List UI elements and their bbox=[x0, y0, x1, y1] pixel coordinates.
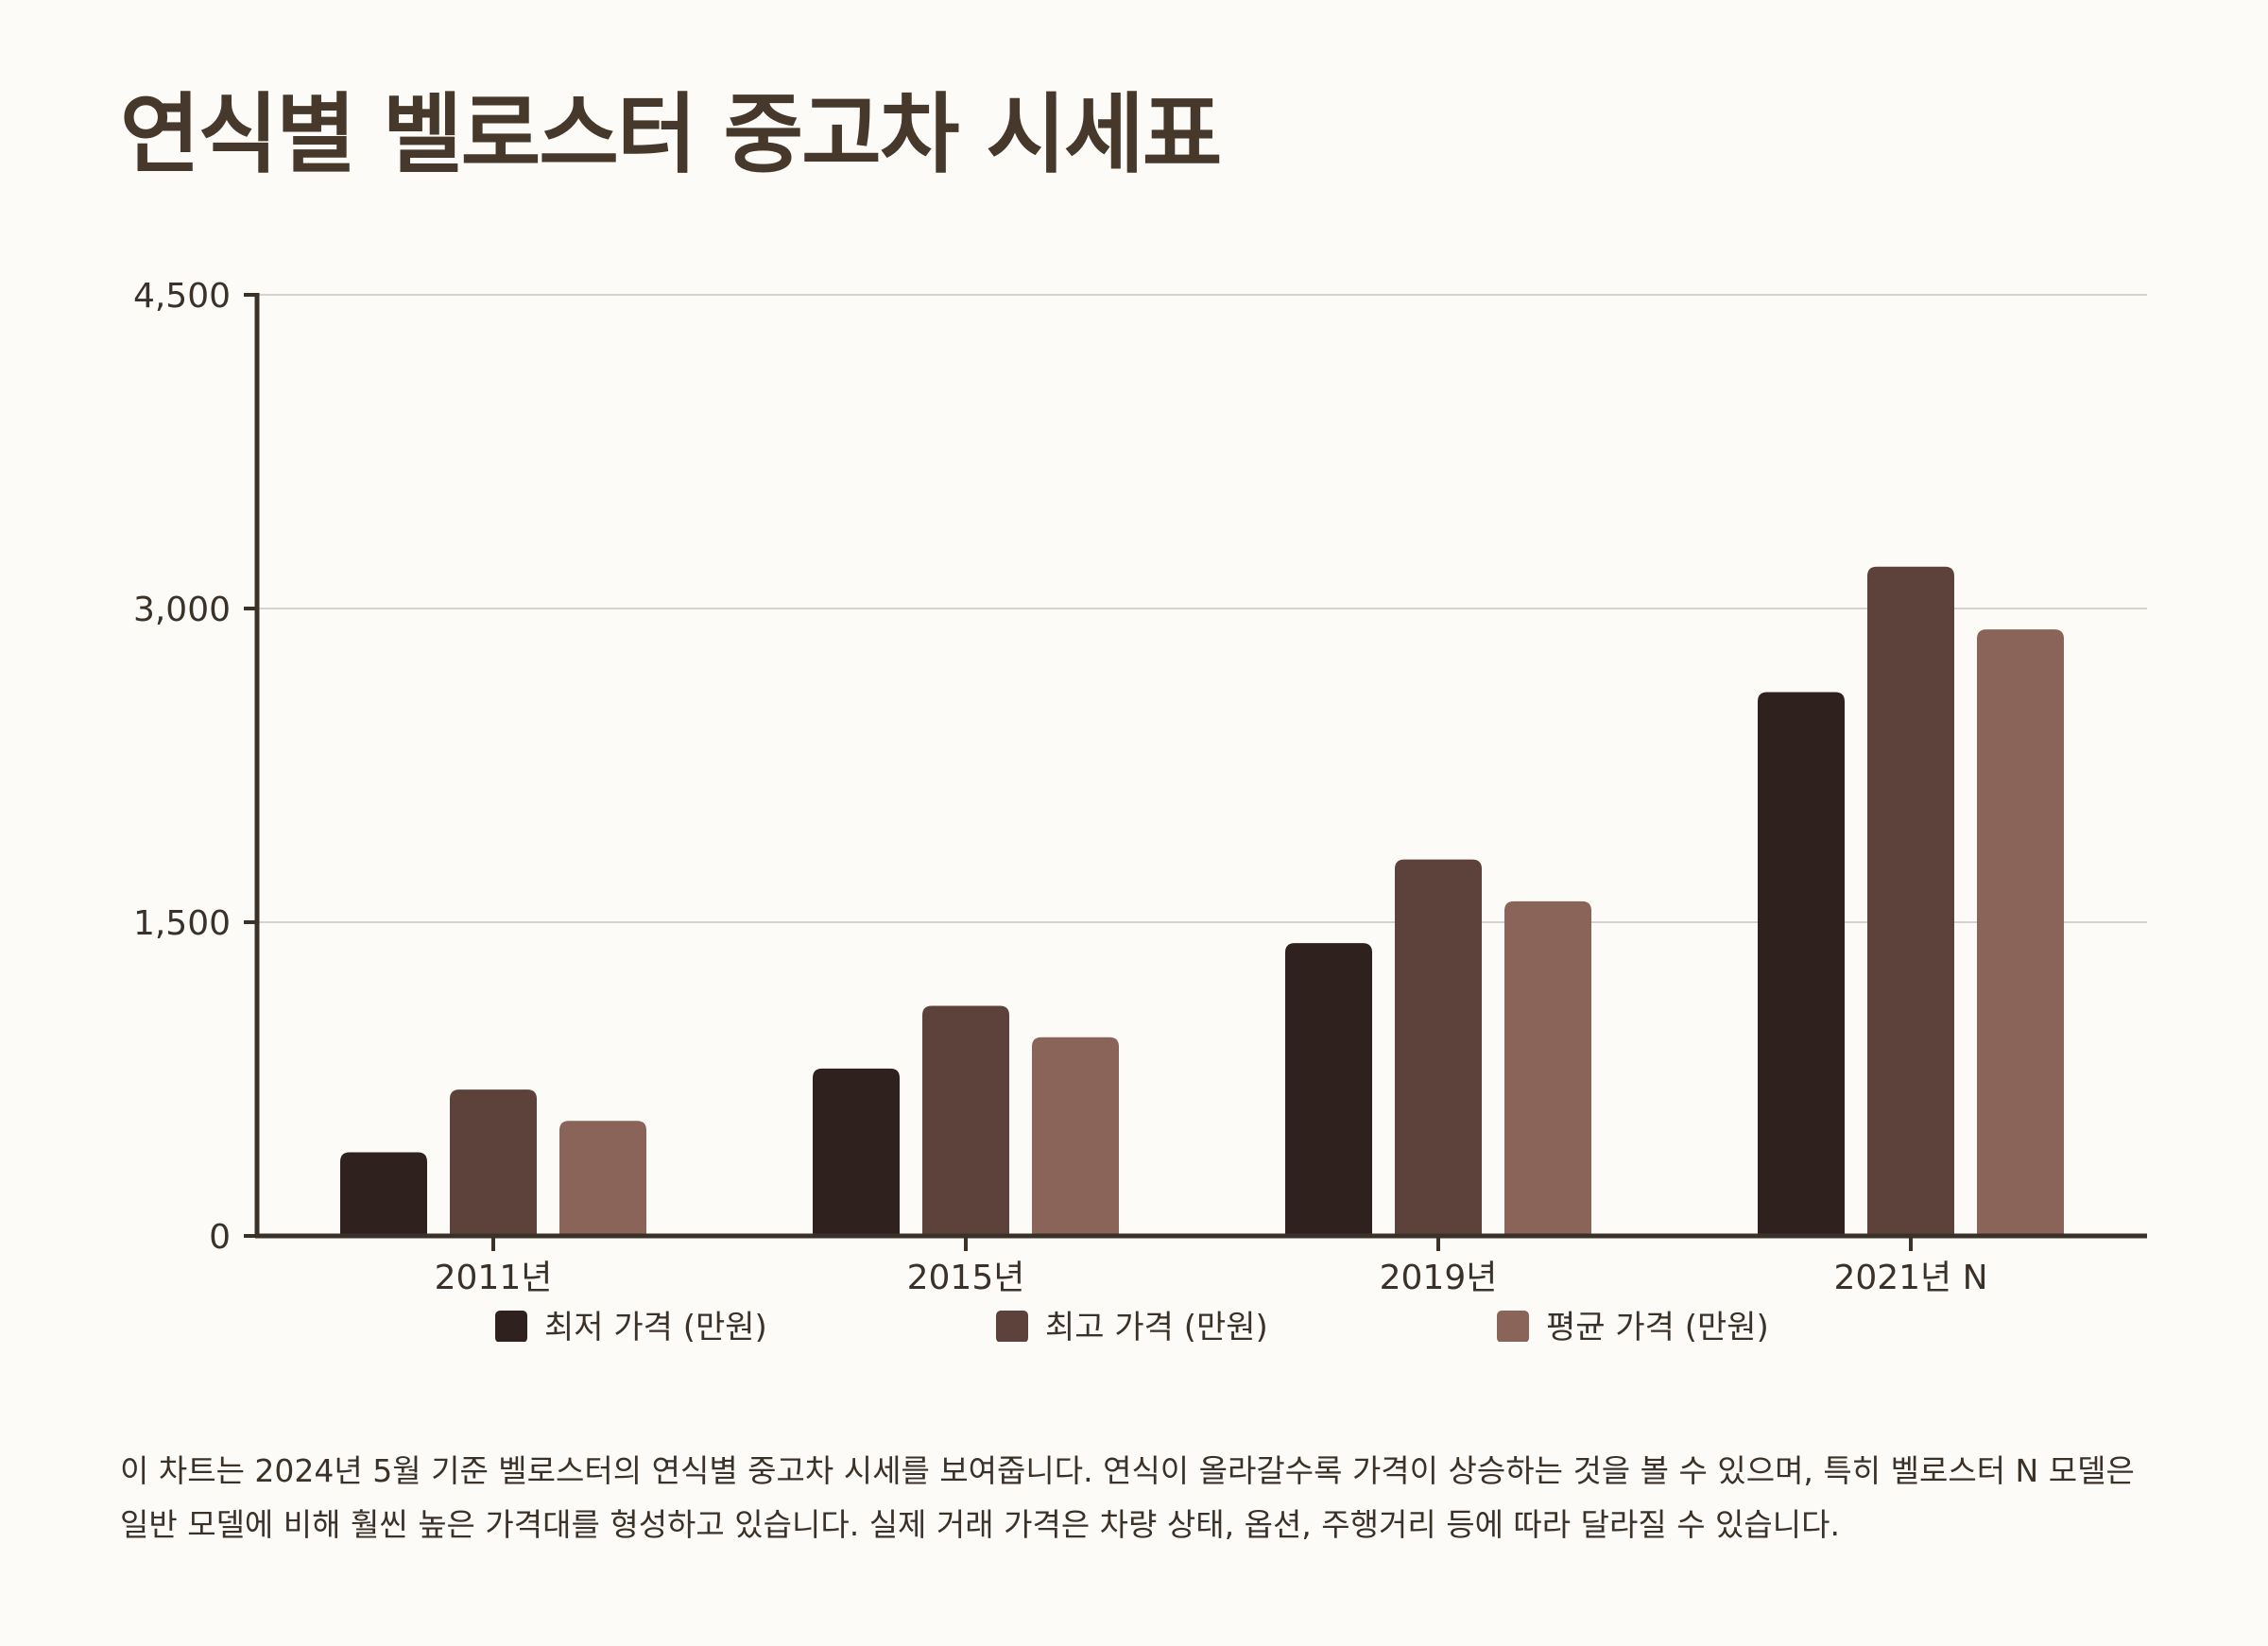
bar bbox=[922, 1005, 1009, 1236]
bar bbox=[1867, 566, 1954, 1236]
x-tick-label: 2019년 bbox=[1380, 1259, 1498, 1297]
legend-swatch bbox=[495, 1311, 527, 1342]
legend-swatch bbox=[1497, 1311, 1529, 1342]
y-tick-label: 4,500 bbox=[133, 277, 231, 316]
legend-label: 최고 가격 (만원) bbox=[1045, 1309, 1268, 1342]
y-tick-label: 3,000 bbox=[133, 591, 231, 629]
bar bbox=[450, 1089, 537, 1236]
grid-lines bbox=[257, 294, 2147, 923]
page-title: 연식별 벨로스터 중고차 시세표 bbox=[120, 84, 1222, 185]
legend-swatch bbox=[996, 1311, 1028, 1342]
y-tick-label: 1,500 bbox=[133, 904, 231, 943]
legend-label: 평균 가격 (만원) bbox=[1546, 1309, 1769, 1342]
bar-chart: 0 1,500 3,000 4,500 2011년 2015년 2019년 2021년 N 최… bbox=[133, 277, 2147, 1342]
x-tick-label: 2021년 N bbox=[1833, 1259, 1987, 1297]
bar bbox=[1032, 1037, 1119, 1236]
bar bbox=[1285, 943, 1372, 1236]
bar bbox=[813, 1068, 900, 1236]
bar bbox=[1504, 900, 1591, 1236]
bar bbox=[1758, 692, 1845, 1236]
bar bbox=[1395, 859, 1482, 1236]
x-tick-label: 2011년 bbox=[435, 1259, 553, 1297]
bar bbox=[340, 1152, 427, 1236]
chart-description: 이 차트는 2024년 5월 기준 벨로스터의 연식별 중고차 시세를 보여줍니… bbox=[120, 1452, 2135, 1543]
bars bbox=[340, 566, 2064, 1236]
tick-labels: 0 1,500 3,000 4,500 2011년 2015년 2019년 2021년 N bbox=[133, 277, 1988, 1297]
bar bbox=[559, 1121, 646, 1236]
y-tick-label: 0 bbox=[209, 1218, 231, 1257]
legend: 최저 가격 (만원) 최고 가격 (만원) 평균 가격 (만원) bbox=[495, 1309, 1769, 1342]
bar bbox=[1977, 629, 2064, 1236]
x-tick-label: 2015년 bbox=[907, 1259, 1025, 1297]
legend-label: 최저 가격 (만원) bbox=[544, 1309, 767, 1342]
axes bbox=[244, 293, 2147, 1251]
